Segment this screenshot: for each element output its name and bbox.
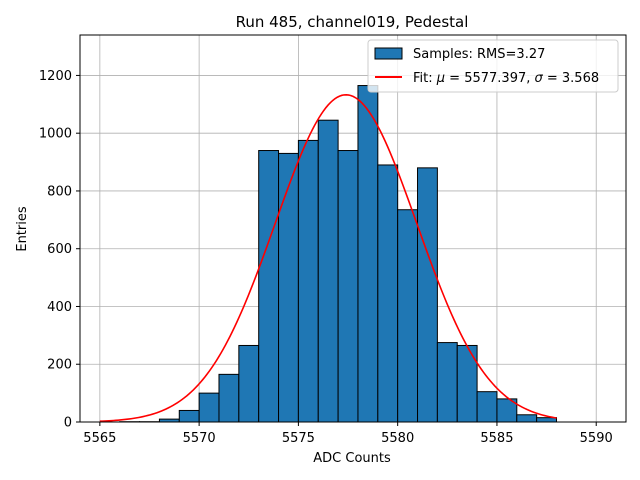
x-axis-ticks: 5565 5570 5575 5580 5585 5590 (83, 422, 613, 446)
legend-fit-label: Fit: μ = 5577.397, σ = 3.568 (413, 71, 599, 86)
x-tick-label: 5575 (282, 431, 315, 446)
x-tick-label: 5565 (83, 431, 116, 446)
y-tick-label: 600 (47, 242, 72, 257)
legend-frame (367, 39, 619, 93)
histogram-bar (297, 139, 319, 423)
histogram-bar (436, 342, 458, 423)
histogram-bar (476, 391, 498, 423)
legend-histogram-swatch (374, 47, 403, 60)
histogram-bar (516, 414, 538, 423)
histogram-bar (218, 373, 240, 423)
y-tick-label: 0 (64, 416, 72, 431)
x-tick-label: 5585 (480, 431, 513, 446)
y-tick-label: 1000 (39, 127, 72, 142)
fit-curve (99, 93, 557, 423)
histogram-bar (377, 164, 399, 423)
histogram-bars (119, 85, 558, 423)
plot-frame (79, 34, 627, 423)
histogram-bar (397, 209, 419, 423)
y-tick-label: 800 (47, 184, 72, 199)
x-tick-label: 5590 (580, 431, 613, 446)
histogram-bar (337, 150, 359, 423)
histogram-bar (258, 150, 280, 423)
x-tick-label: 5570 (183, 431, 216, 446)
histogram-bar (238, 344, 260, 423)
y-axis-ticks: 0 200 400 600 800 1000 1200 (39, 69, 80, 431)
histogram-bar (178, 409, 200, 423)
y-tick-label: 200 (47, 358, 72, 373)
histogram-bar (317, 119, 339, 423)
x-tick-label: 5580 (381, 431, 414, 446)
y-tick-label: 400 (47, 300, 72, 315)
histogram-bar (417, 167, 438, 423)
histogram-bar (357, 85, 379, 423)
legend-histogram-label: Samples: RMS=3.27 (413, 47, 545, 62)
y-axis-label: Entries (15, 206, 30, 252)
fit-curve-layer (99, 93, 557, 423)
x-axis-label: ADC Counts (313, 451, 391, 466)
histogram-bar (198, 392, 220, 423)
y-tick-label: 1200 (39, 69, 72, 84)
histogram-bar (278, 152, 299, 423)
legend: Samples: RMS=3.27 Fit: μ = 5577.397, σ =… (367, 39, 619, 93)
chart-title: Run 485, channel019, Pedestal (236, 13, 469, 31)
